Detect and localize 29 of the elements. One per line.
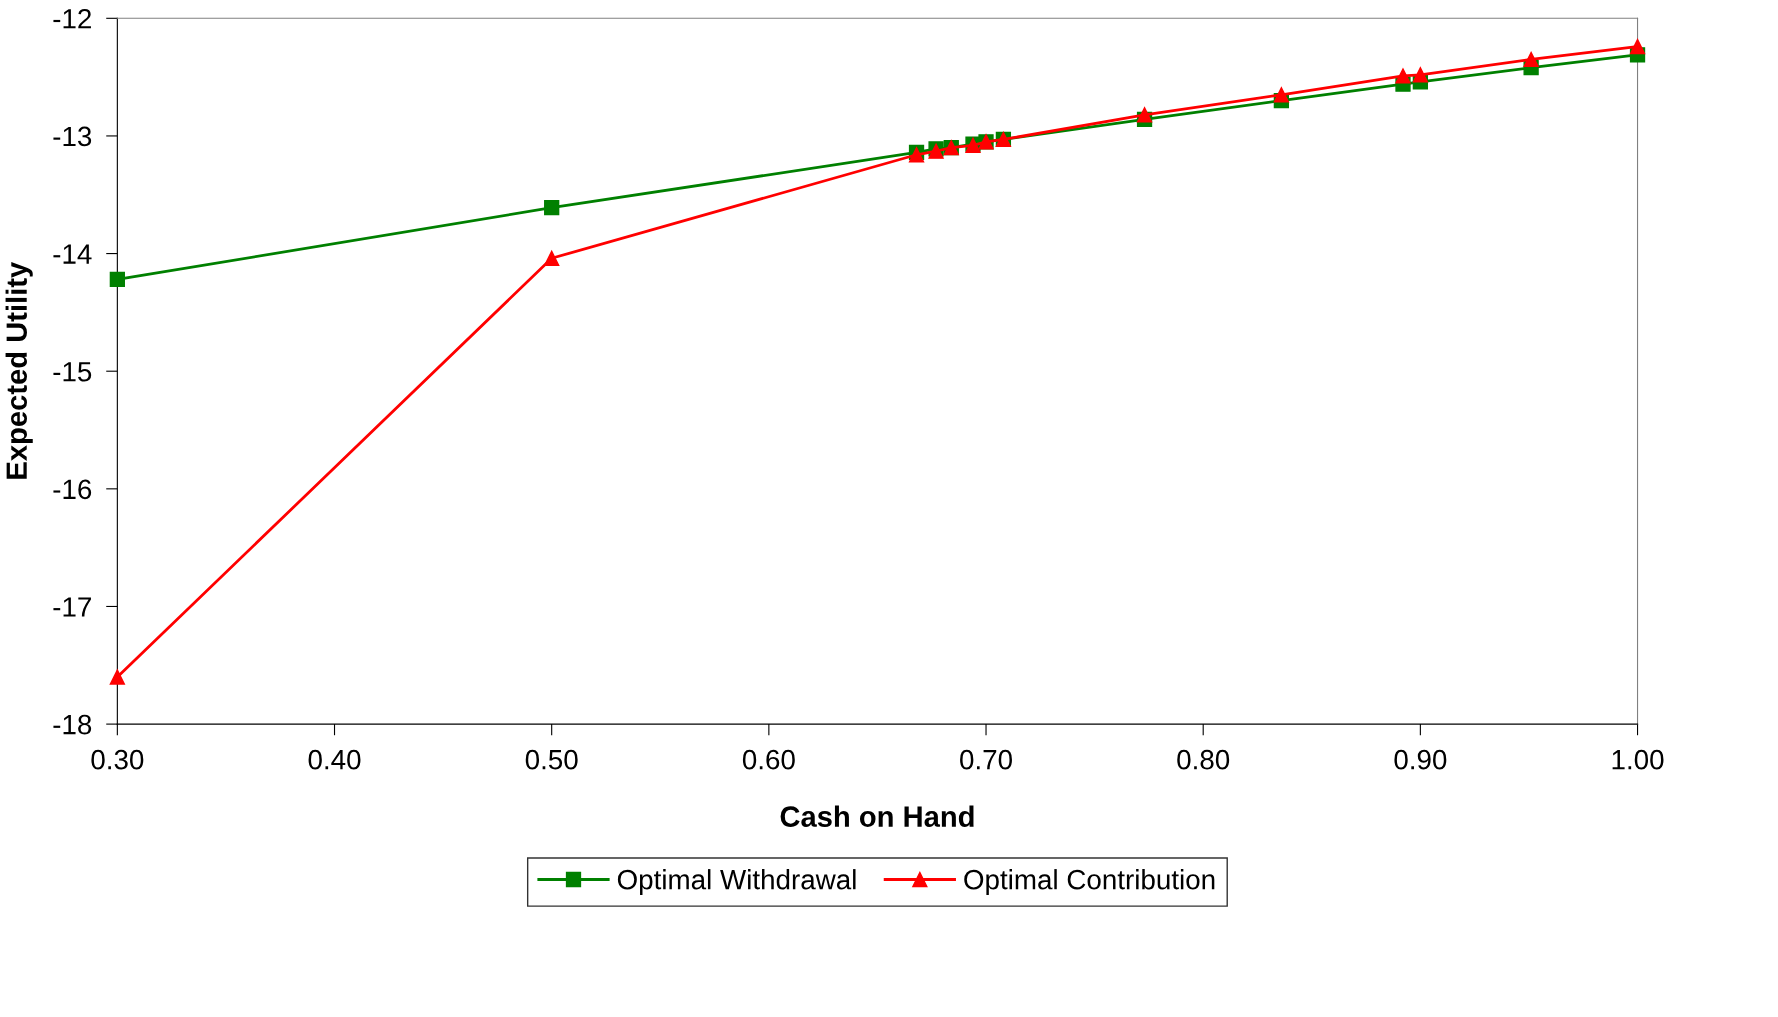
y-tick-label: -16: [53, 479, 92, 500]
point: [1523, 51, 1539, 68]
y-tick-label: -18: [53, 714, 92, 735]
x-tick-label: 0.40: [308, 749, 361, 770]
y-tick-label: -12: [53, 8, 91, 29]
legend-label: Optimal Contribution: [964, 869, 1215, 895]
x-tick-label: 0.70: [960, 749, 1012, 770]
y-tick-label: -14: [53, 244, 92, 264]
x-tick-label: 0.80: [1177, 749, 1230, 770]
point: [1136, 107, 1153, 123]
y-tick-label: -13: [53, 126, 92, 147]
x-tick-label: 0.60: [742, 749, 795, 770]
x-axis-title: Cash on Hand: [780, 805, 974, 827]
point: [109, 669, 125, 685]
x-tick-label: 0.30: [91, 749, 144, 770]
x-tick-label: 0.50: [525, 749, 578, 770]
x-tick-label: 0.90: [1394, 749, 1447, 770]
y-tick-label: -15: [53, 362, 92, 382]
point: [109, 271, 125, 288]
x-tick-label: 1.00: [1612, 749, 1664, 770]
point: [1629, 38, 1646, 55]
y-tick-label: -17: [53, 597, 91, 617]
y-axis-title: Expected Utility: [5, 261, 33, 479]
point: [1273, 87, 1290, 103]
point: [544, 250, 560, 266]
point: [544, 200, 560, 216]
point: [1412, 67, 1429, 83]
legend-label: Optimal Withdrawal: [617, 869, 856, 895]
point: [1395, 68, 1411, 84]
